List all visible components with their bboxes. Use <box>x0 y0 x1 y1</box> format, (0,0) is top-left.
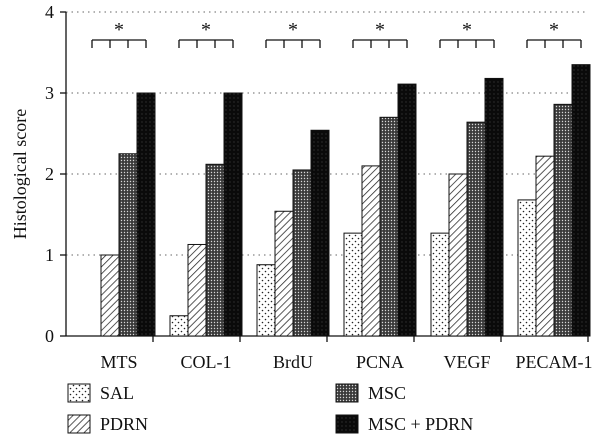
significance-star: * <box>201 19 211 41</box>
y-axis-title: Histological score <box>10 109 30 239</box>
bar <box>379 116 399 337</box>
x-tick-label: COL-1 <box>181 352 232 372</box>
bar <box>343 232 363 337</box>
x-tick-label: BrdU <box>273 352 313 372</box>
significance-star: * <box>549 19 559 41</box>
bar <box>361 165 381 337</box>
significance-star: * <box>288 19 298 41</box>
legend-swatch <box>67 414 91 434</box>
x-tick-label: VEGF <box>443 352 490 372</box>
bar <box>553 103 573 337</box>
significance-markers: * * * * * * <box>91 19 582 48</box>
legend-label: MSC <box>368 383 406 403</box>
bar <box>517 199 537 337</box>
y-tick-label: 0 <box>45 326 54 346</box>
legend-swatch <box>335 414 359 434</box>
legend-swatch <box>67 383 91 403</box>
y-tick-labels: 0 1 2 3 4 <box>45 2 54 346</box>
significance-star: * <box>375 19 385 41</box>
bar <box>100 254 120 337</box>
legend: SAL PDRN MSC MSC + PDRN <box>67 383 473 434</box>
x-tick-label: PCNA <box>356 352 404 372</box>
legend-label: SAL <box>100 383 134 403</box>
bar <box>466 121 486 337</box>
x-tick-label: MTS <box>100 352 137 372</box>
x-tick-labels: MTS COL-1 BrdU PCNA VEGF PECAM-1 <box>100 352 592 372</box>
significance-star: * <box>462 19 472 41</box>
bar <box>169 315 189 337</box>
y-tick-label: 4 <box>45 2 54 22</box>
legend-label: MSC + PDRN <box>368 414 473 434</box>
bar <box>256 264 276 337</box>
bars <box>100 64 591 337</box>
bar <box>292 169 312 337</box>
bar <box>187 243 207 337</box>
bar <box>430 232 450 337</box>
bar <box>223 92 243 337</box>
bar <box>310 129 330 337</box>
y-tick-label: 1 <box>45 245 54 265</box>
bar <box>448 173 468 337</box>
bar <box>484 77 504 337</box>
bar <box>118 153 138 337</box>
bar <box>205 163 225 337</box>
y-tick-label: 2 <box>45 164 54 184</box>
legend-label: PDRN <box>100 414 148 434</box>
bar <box>571 64 591 337</box>
bar <box>274 210 294 337</box>
bar <box>397 83 417 337</box>
bar <box>136 92 156 337</box>
bar <box>535 155 555 337</box>
y-tick-label: 3 <box>45 83 54 103</box>
legend-swatch <box>335 383 359 403</box>
x-tick-label: PECAM-1 <box>515 352 592 372</box>
significance-star: * <box>114 19 124 41</box>
